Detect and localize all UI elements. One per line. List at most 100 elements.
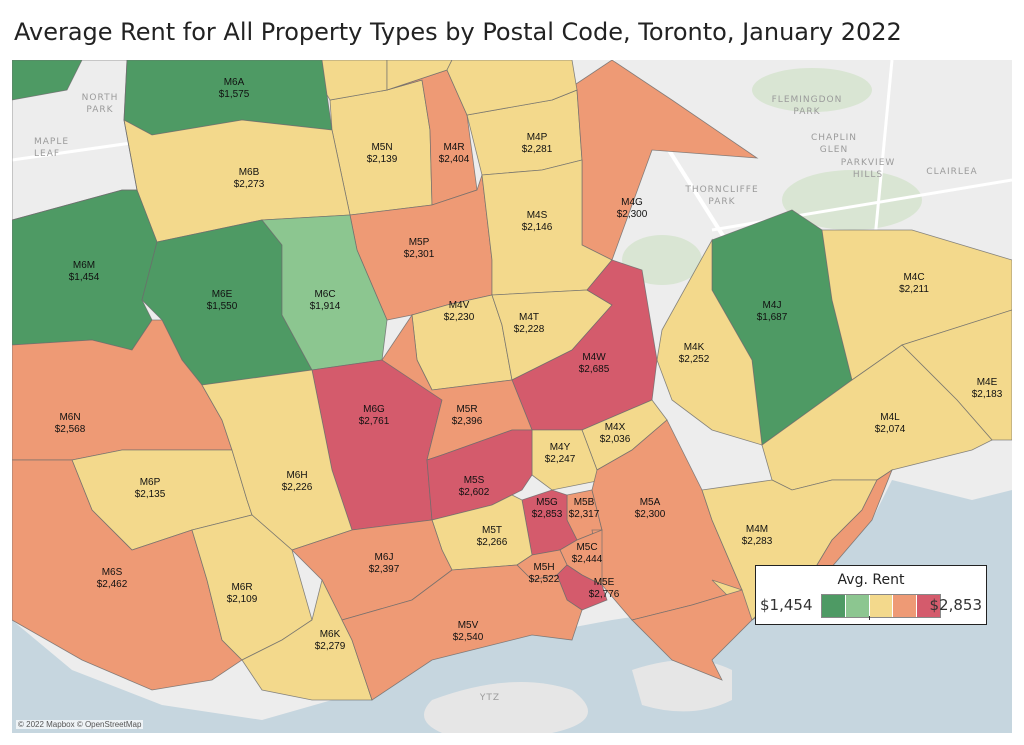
rent-label-m6k: $2,279 <box>315 641 346 652</box>
postal-code-label-m5p: M5P <box>409 237 430 248</box>
map-title: Average Rent for All Property Types by P… <box>14 18 902 46</box>
map-attribution[interactable]: © 2022 Mapbox © OpenStreetMap <box>16 720 144 729</box>
rent-label-m6h: $2,226 <box>282 482 313 493</box>
park-area <box>782 170 922 230</box>
postal-code-label-m4s: M4S <box>527 210 548 221</box>
choropleth-map[interactable]: NORTH PARK MAPLE LEAF FLEMINGDON PARK CHAPL… <box>12 60 1012 733</box>
postal-code-label-m5e: M5E <box>594 577 615 588</box>
postal-code-label-m6n: M6N <box>59 412 80 423</box>
rent-label-m4t: $2,228 <box>514 324 545 335</box>
rent-label-m4k: $2,252 <box>679 354 710 365</box>
postal-code-label-m5c: M5C <box>576 542 597 553</box>
rent-label-m6j: $2,397 <box>369 564 400 575</box>
rent-label-m5t: $2,266 <box>477 537 508 548</box>
postal-code-label-m4k: M4K <box>684 342 705 353</box>
island <box>632 660 732 712</box>
rent-label-m6e: $1,550 <box>207 301 238 312</box>
postal-code-regions[interactable] <box>12 60 1012 701</box>
postal-code-label-m4x: M4X <box>605 422 626 433</box>
region-north-top <box>321 60 388 101</box>
postal-code-label-m4t: M4T <box>519 312 539 323</box>
rent-label-m6p: $2,135 <box>135 489 166 500</box>
rent-label-m6b: $2,273 <box>234 179 265 190</box>
legend-min-label: $1,454 <box>760 596 813 614</box>
postal-code-label-m5t: M5T <box>482 525 502 536</box>
postal-code-label-m4m: M4M <box>746 524 768 535</box>
place-label-clairlea: CLAIRLEA <box>926 167 977 177</box>
rent-label-m5r: $2,396 <box>452 416 483 427</box>
postal-code-label-m4w: M4W <box>582 352 606 363</box>
region-nw-corner <box>12 60 83 101</box>
postal-code-label-m5b: M5B <box>574 497 595 508</box>
postal-code-label-m6h: M6H <box>286 470 307 481</box>
rent-label-m4p: $2,281 <box>522 144 553 155</box>
rent-label-m5a: $2,300 <box>635 509 666 520</box>
postal-code-label-m6b: M6B <box>239 167 260 178</box>
rent-label-m4s: $2,146 <box>522 222 553 233</box>
rent-label-m6g: $2,761 <box>359 416 390 427</box>
rent-label-m4v: $2,230 <box>444 312 475 323</box>
postal-code-label-m6c: M6C <box>314 289 335 300</box>
park-area <box>752 68 872 112</box>
rent-label-m6r: $2,109 <box>227 594 258 605</box>
postal-code-label-m4e: M4E <box>977 377 998 388</box>
rent-label-m4g: $2,300 <box>617 209 648 220</box>
postal-code-label-m4v: M4V <box>449 300 470 311</box>
rent-label-m5s: $2,602 <box>459 487 490 498</box>
rent-label-m6m: $1,454 <box>69 272 100 283</box>
rent-label-m4e: $2,183 <box>972 389 1003 400</box>
postal-code-label-m6j: M6J <box>375 552 394 563</box>
postal-code-label-m5h: M5H <box>533 562 554 573</box>
legend-color-ramp <box>821 594 941 618</box>
postal-code-label-m4c: M4C <box>903 272 924 283</box>
postal-code-label-m5g: M5G <box>536 497 558 508</box>
region-m5v[interactable] <box>341 564 583 701</box>
legend: Avg. Rent $1,454 $2,853 <box>755 565 987 625</box>
lake-ontario <box>12 480 1012 733</box>
postal-code-label-m5r: M5R <box>456 404 477 415</box>
legend-ramp-step <box>822 595 846 617</box>
map-canvas[interactable]: NORTH PARK MAPLE LEAF FLEMINGDON PARK CHAPL… <box>12 60 1012 733</box>
rent-label-m5g: $2,853 <box>532 509 563 520</box>
rent-label-m4m: $2,283 <box>742 536 773 547</box>
postal-code-label-m5a: M5A <box>640 497 661 508</box>
rent-label-m4l: $2,074 <box>875 424 906 435</box>
legend-max-label: $2,853 <box>929 596 983 614</box>
postal-code-labels: M6A$1,575M5N$2,139M4R$2,404M4P$2,281M6B$… <box>55 77 1003 652</box>
postal-code-label-m4l: M4L <box>880 412 900 423</box>
postal-code-label-m5s: M5S <box>464 475 485 486</box>
postal-code-label-m4j: M4J <box>763 300 782 311</box>
rent-label-m5n: $2,139 <box>367 154 398 165</box>
postal-code-label-m4g: M4G <box>621 197 643 208</box>
rent-label-m5e: $2,776 <box>589 589 620 600</box>
postal-code-label-m4y: M4Y <box>550 442 571 453</box>
postal-code-label-m5n: M5N <box>371 142 392 153</box>
legend-ramp-step <box>893 595 918 617</box>
place-label-parkview-hills: PARKVIEW HILLS <box>841 158 896 180</box>
legend-ramp-step <box>869 595 894 617</box>
place-label-ytz: YTZ <box>479 693 500 703</box>
rent-label-m5b: $2,317 <box>569 509 600 520</box>
rent-label-m5c: $2,444 <box>572 554 603 565</box>
postal-code-label-m6r: M6R <box>231 582 252 593</box>
rent-label-m4r: $2,404 <box>439 154 470 165</box>
legend-ramp-step <box>845 595 870 617</box>
postal-code-label-m6s: M6S <box>102 567 123 578</box>
rent-label-m5h: $2,522 <box>529 574 560 585</box>
postal-code-label-m4p: M4P <box>527 132 548 143</box>
place-label-flemingdon-park: FLEMINGDON PARK <box>772 95 843 117</box>
rent-label-m4w: $2,685 <box>579 364 610 375</box>
postal-code-label-m6a: M6A <box>224 77 245 88</box>
legend-ramp-step <box>917 595 940 617</box>
region-m4g[interactable] <box>551 60 759 261</box>
rent-label-m6c: $1,914 <box>310 301 341 312</box>
rent-label-m4y: $2,247 <box>545 454 576 465</box>
legend-tick <box>869 616 870 620</box>
rent-label-m6n: $2,568 <box>55 424 86 435</box>
postal-code-label-m4r: M4R <box>443 142 464 153</box>
region-north-top-3 <box>446 60 578 116</box>
region-north-west <box>12 60 138 221</box>
place-label-thorncliffe-park: THORNCLIFFE PARK <box>684 185 758 207</box>
postal-code-label-m5v: M5V <box>458 620 479 631</box>
rent-label-m4x: $2,036 <box>600 434 631 445</box>
